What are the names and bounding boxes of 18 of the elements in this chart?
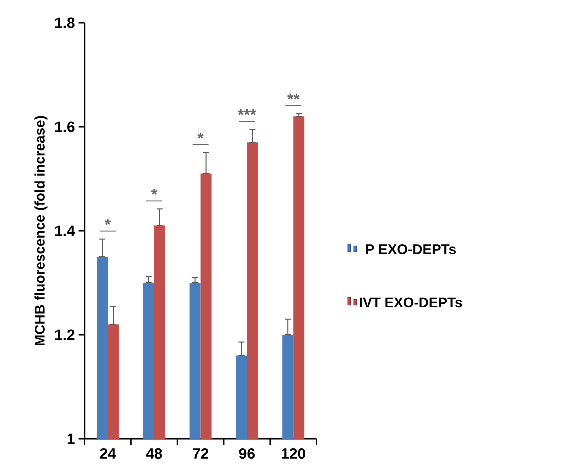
legend-label: P EXO-DEPTs	[366, 244, 456, 254]
y-tick-label: 1.8	[55, 18, 75, 28]
y-axis-title: MCHB fluorescence (fold increase)	[34, 116, 48, 346]
x-tick-label: 48	[146, 448, 162, 460]
y-tick-label: 1.4	[55, 226, 76, 236]
y-tick-label: 1.2	[55, 330, 75, 340]
annotation: ***	[238, 109, 256, 116]
x-tick-label: 24	[100, 448, 116, 459]
y-tick-label: 1.6	[55, 122, 75, 132]
x-tick-label: 72	[193, 448, 208, 459]
legend-label: IVT EXO-DEPTs	[360, 298, 462, 308]
x-tick-label: 96	[239, 448, 255, 460]
x-tick-label: 120	[282, 448, 306, 460]
annotation: *	[151, 188, 158, 195]
y-tick-label: 1	[68, 434, 75, 444]
annotation: *	[104, 219, 112, 226]
annotation: **	[287, 94, 300, 100]
annotation: *	[198, 132, 204, 139]
